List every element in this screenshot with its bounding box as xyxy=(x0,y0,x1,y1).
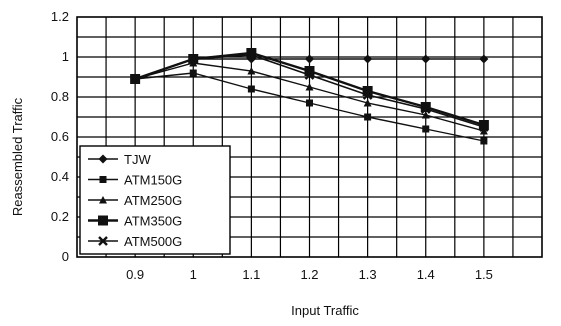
data-point-triangle xyxy=(363,99,372,107)
y-axis-ticks: 0 0.2 0.4 0.6 0.8 1 1.2 xyxy=(51,9,69,264)
data-point-diamond xyxy=(479,54,489,64)
x-tick-label: 1.4 xyxy=(417,267,435,282)
data-point-square xyxy=(364,113,372,121)
y-tick-label: 0.2 xyxy=(51,209,69,224)
data-point-bigsquare xyxy=(478,120,489,130)
x-tick-label: 1 xyxy=(190,267,197,282)
data-point-x xyxy=(246,50,257,60)
data-point-bigsquare xyxy=(420,102,431,112)
legend-label: TJW xyxy=(124,152,151,167)
data-point-triangle xyxy=(99,196,107,204)
y-axis-title: Reassembled Traffic xyxy=(10,97,25,216)
data-point-x xyxy=(479,122,489,132)
data-point-square xyxy=(189,69,197,77)
legend-label: ATM250G xyxy=(124,193,182,208)
data-point-x xyxy=(362,90,373,100)
y-tick-label: 0.6 xyxy=(51,129,69,144)
data-point-diamond xyxy=(98,154,108,164)
legend: TJW ATM150G ATM250G ATM350G ATM500G xyxy=(79,145,231,255)
y-tick-label: 0.4 xyxy=(51,169,69,184)
data-point-square xyxy=(247,85,255,93)
data-point-bigsquare xyxy=(98,215,108,226)
legend-label: ATM150G xyxy=(124,173,182,188)
data-point-diamond xyxy=(305,54,314,64)
data-point-bigsquare xyxy=(304,66,315,76)
data-point-square xyxy=(99,176,107,183)
data-point-x xyxy=(98,236,108,246)
data-point-square xyxy=(306,99,313,107)
data-point-square xyxy=(480,137,488,145)
x-tick-label: 1.5 xyxy=(475,267,493,282)
y-tick-label: 1 xyxy=(62,49,69,64)
x-axis-title: Input Traffic xyxy=(291,303,359,318)
y-tick-label: 0 xyxy=(62,249,69,264)
data-point-bigsquare xyxy=(246,48,257,58)
data-point-triangle xyxy=(305,83,314,91)
data-point-x xyxy=(188,54,199,64)
data-point-x xyxy=(420,104,431,114)
legend-label: ATM500G xyxy=(124,234,182,249)
x-tick-label: 0.9 xyxy=(126,267,144,282)
series-lines xyxy=(130,48,489,145)
data-point-diamond xyxy=(421,54,431,64)
data-point-bigsquare xyxy=(362,86,373,96)
x-tick-label: 1.3 xyxy=(359,267,377,282)
x-tick-label: 1.1 xyxy=(242,267,260,282)
data-point-triangle xyxy=(247,67,256,75)
y-tick-label: 0.8 xyxy=(51,89,69,104)
data-point-diamond xyxy=(363,54,373,64)
data-point-x xyxy=(304,70,315,80)
data-point-triangle xyxy=(421,111,430,119)
data-point-x xyxy=(130,74,140,84)
y-tick-label: 1.2 xyxy=(51,9,69,24)
x-tick-label: 1.2 xyxy=(300,267,318,282)
legend-label: ATM350G xyxy=(124,214,182,229)
data-point-square xyxy=(422,125,430,133)
x-axis-ticks: 0.9 1 1.1 1.2 1.3 1.4 1.5 xyxy=(126,267,493,282)
data-point-triangle xyxy=(479,127,488,135)
